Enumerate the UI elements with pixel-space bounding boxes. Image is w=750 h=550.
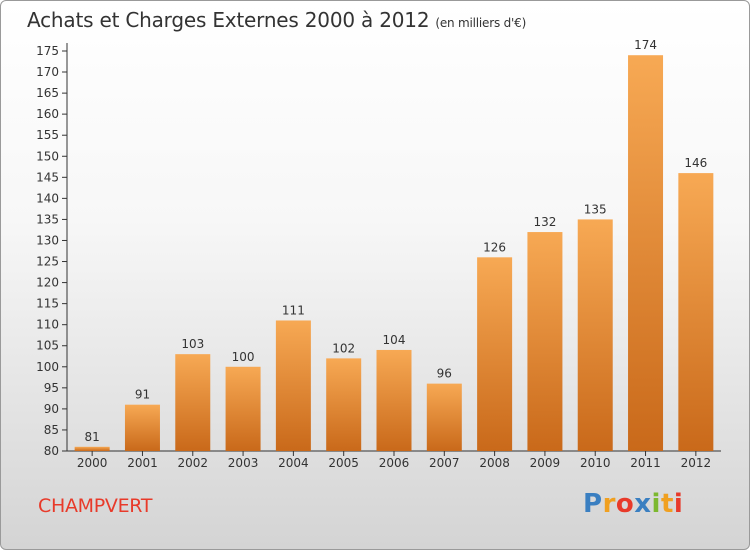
city-name: CHAMPVERT — [38, 495, 153, 517]
y-tick-label: 145 — [36, 170, 59, 184]
bar-value-label: 91 — [135, 388, 150, 402]
x-tick-label: 2004 — [278, 456, 309, 470]
y-tick-label: 105 — [36, 339, 59, 353]
y-tick-label: 165 — [36, 86, 59, 100]
bar-value-label: 104 — [383, 333, 406, 347]
bar-value-label: 111 — [282, 303, 305, 317]
y-tick-label: 170 — [36, 65, 59, 79]
x-tick-label: 2011 — [630, 456, 661, 470]
bar-2011 — [628, 55, 664, 452]
bar-value-label: 132 — [533, 215, 556, 229]
x-tick-label: 2006 — [379, 456, 410, 470]
x-tick-label: 2008 — [479, 456, 510, 470]
bar-2009 — [527, 232, 563, 451]
x-tick-label: 2002 — [177, 456, 208, 470]
logo-letter: i — [673, 489, 684, 519]
y-tick-label: 155 — [36, 128, 59, 142]
y-tick-label: 115 — [36, 297, 59, 311]
x-tick-label: 2000 — [77, 456, 108, 470]
y-tick-label: 110 — [36, 318, 59, 332]
logo-letter: t — [660, 489, 674, 519]
bar-value-label: 135 — [584, 202, 607, 216]
logo-letter: x — [634, 489, 652, 519]
y-tick-label: 120 — [36, 276, 59, 290]
x-tick-label: 2001 — [127, 456, 158, 470]
bar-value-label: 126 — [483, 240, 506, 254]
y-tick-label: 160 — [36, 107, 59, 121]
y-tick-label: 130 — [36, 233, 59, 247]
bar-2004 — [275, 320, 311, 451]
x-axis: 2000 2001 2002 2003 2004 2005 2006 2007 2008 2009… — [67, 450, 721, 470]
x-tick-label: 2010 — [580, 456, 611, 470]
logo-letter: r — [602, 489, 616, 519]
y-tick-label: 100 — [36, 360, 59, 374]
y-tick-label: 85 — [44, 423, 59, 437]
logo-letter: P — [583, 489, 603, 519]
y-tick-label: 80 — [44, 444, 59, 458]
x-tick-label: 2009 — [530, 456, 561, 470]
y-axis: 80 85 90 95 100 105 110 115 120 125 130 135 140 145 15… — [36, 43, 68, 458]
bar-2008 — [477, 257, 513, 451]
bar-value-label: 100 — [232, 350, 255, 364]
chart-unit: (en milliers d'€) — [435, 16, 527, 30]
y-tick-label: 95 — [44, 381, 59, 395]
bar-2012 — [678, 173, 714, 451]
bar-2001 — [124, 404, 160, 451]
y-tick-label: 140 — [36, 191, 59, 205]
y-tick-label: 125 — [36, 255, 59, 269]
y-tick-label: 90 — [44, 402, 59, 416]
x-tick-label: 2012 — [681, 456, 712, 470]
bar-value-label: 103 — [181, 337, 204, 351]
y-tick-label: 150 — [36, 149, 59, 163]
bar-value-label: 96 — [437, 367, 452, 381]
x-tick-label: 2005 — [328, 456, 359, 470]
chart-title: Achats et Charges Externes 2000 à 2012 (e… — [27, 8, 526, 32]
bar-2000 — [74, 446, 110, 451]
logo-letter: i — [651, 489, 661, 519]
bar-2005 — [326, 358, 362, 451]
proxiti-logo: Proxiti — [583, 489, 683, 519]
bar-value-label: 174 — [634, 38, 657, 52]
bar-2007 — [426, 383, 462, 451]
bar-2006 — [376, 349, 412, 451]
bar-series: 81 91 103 100 111 102 104 96 126 132 135 174 146 — [74, 38, 714, 452]
bar-2010 — [577, 219, 613, 451]
logo-letter: o — [615, 489, 635, 519]
bar-2003 — [225, 366, 261, 451]
x-tick-label: 2007 — [429, 456, 460, 470]
chart-title-text: Achats et Charges Externes 2000 à 2012 — [27, 8, 430, 32]
x-tick-label: 2003 — [228, 456, 259, 470]
bar-value-label: 146 — [684, 156, 707, 170]
bar-value-label: 102 — [332, 341, 355, 355]
bar-value-label: 81 — [85, 430, 100, 444]
y-tick-label: 135 — [36, 212, 59, 226]
y-tick-label: 175 — [36, 44, 59, 58]
bar-2002 — [175, 354, 211, 451]
